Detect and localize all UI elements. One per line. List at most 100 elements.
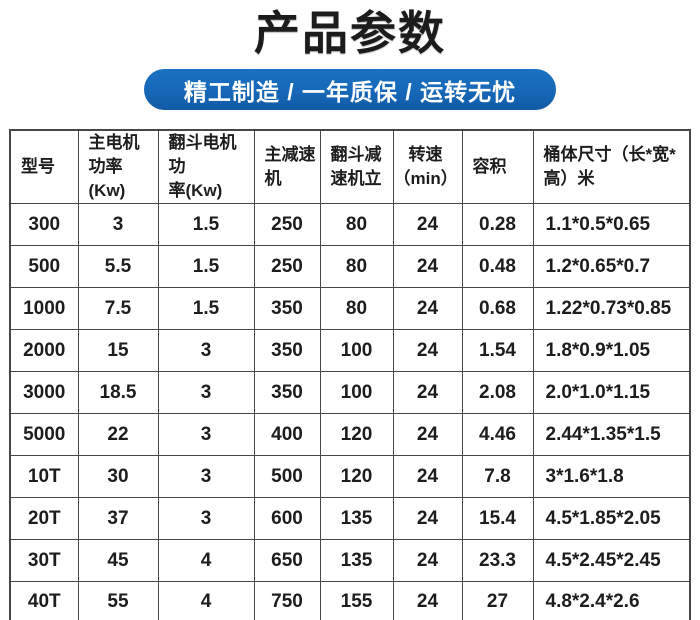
table-row: 2000 15 3 350 100 24 1.54 1.8*0.9*1.05 — [9, 329, 691, 372]
table-cell: 500 — [9, 245, 79, 288]
table-cell: 250 — [253, 203, 321, 246]
table-cell: 80 — [319, 245, 394, 288]
table-cell: 20T — [9, 497, 79, 540]
table-cell: 2000 — [9, 329, 79, 372]
table-cell: 3 — [77, 203, 159, 246]
column-header: 主电机 功率(Kw) — [77, 129, 159, 204]
table-cell: 500 — [253, 455, 321, 498]
table-cell: 0.28 — [461, 203, 534, 246]
table-cell: 30 — [77, 455, 159, 498]
table-cell: 5.5 — [77, 245, 159, 288]
table-cell: 4.5*1.85*2.05 — [532, 497, 691, 540]
column-header: 翻斗电机功 率(Kw) — [157, 129, 255, 204]
warranty-banner: 精工制造 / 一年质保 / 运转无忧 — [144, 69, 556, 110]
table-cell: 80 — [319, 287, 394, 330]
table-cell: 1.5 — [157, 287, 255, 330]
table-cell: 100 — [319, 329, 394, 372]
table-cell: 100 — [319, 371, 394, 414]
table-cell: 4.5*2.45*2.45 — [532, 539, 691, 582]
table-cell: 7.8 — [461, 455, 534, 498]
table-cell: 24 — [392, 329, 463, 372]
table-cell: 750 — [253, 581, 321, 620]
table-cell: 24 — [392, 497, 463, 540]
table-cell: 7.5 — [77, 287, 159, 330]
table-cell: 80 — [319, 203, 394, 246]
column-header: 转速 （min） — [392, 129, 463, 204]
page-title: 产品参数 — [254, 7, 446, 59]
table-cell: 40T — [9, 581, 79, 620]
table-cell: 55 — [77, 581, 159, 620]
table-cell: 1000 — [9, 287, 79, 330]
table-cell: 1.8*0.9*1.05 — [532, 329, 691, 372]
table-cell: 24 — [392, 413, 463, 456]
table-cell: 22 — [77, 413, 159, 456]
table-cell: 250 — [253, 245, 321, 288]
table-cell: 15 — [77, 329, 159, 372]
table-cell: 1.5 — [157, 245, 255, 288]
table-cell: 30T — [9, 539, 79, 582]
table-cell: 1.2*0.65*0.7 — [532, 245, 691, 288]
table-cell: 24 — [392, 539, 463, 582]
table-row: 30T 45 4 650 135 24 23.3 4.5*2.45*2.45 — [9, 539, 691, 582]
table-cell: 2.08 — [461, 371, 534, 414]
table-cell: 2.0*1.0*1.15 — [532, 371, 691, 414]
column-header: 主减速 机 — [253, 129, 321, 204]
table-cell: 1.22*0.73*0.85 — [532, 287, 691, 330]
table-cell: 3 — [157, 329, 255, 372]
table-cell: 135 — [319, 539, 394, 582]
table-cell: 4.46 — [461, 413, 534, 456]
table-cell: 4 — [157, 539, 255, 582]
table-cell: 4 — [157, 581, 255, 620]
table-cell: 10T — [9, 455, 79, 498]
table-cell: 15.4 — [461, 497, 534, 540]
table-cell: 3 — [157, 455, 255, 498]
table-cell: 350 — [253, 329, 321, 372]
table-cell: 0.48 — [461, 245, 534, 288]
table-cell: 24 — [392, 203, 463, 246]
table-cell: 155 — [319, 581, 394, 620]
table-cell: 1.1*0.5*0.65 — [532, 203, 691, 246]
table-cell: 24 — [392, 287, 463, 330]
table-cell: 3*1.6*1.8 — [532, 455, 691, 498]
table-cell: 24 — [392, 581, 463, 620]
product-spec-table: 型号 主电机 功率(Kw) 翻斗电机功 率(Kw) 主减速 机翻斗减 速机立 转速 （m… — [9, 129, 691, 620]
table-cell: 300 — [9, 203, 79, 246]
table-cell: 3 — [157, 371, 255, 414]
table-cell: 23.3 — [461, 539, 534, 582]
table-cell: 27 — [461, 581, 534, 620]
table-cell: 24 — [392, 371, 463, 414]
table-row: 5000 22 3 400 120 24 4.46 2.44*1.35*1.5 — [9, 413, 691, 456]
header-row: 型号 主电机 功率(Kw) 翻斗电机功 率(Kw) 主减速 机翻斗减 速机立 转速 （m… — [9, 129, 691, 204]
table-row: 40T 55 4 750 155 24 27 4.8*2.4*2.6 — [9, 581, 691, 620]
table-cell: 1.5 — [157, 203, 255, 246]
table-cell: 4.8*2.4*2.6 — [532, 581, 691, 620]
table-cell: 1.54 — [461, 329, 534, 372]
table-cell: 5000 — [9, 413, 79, 456]
product-parameters-page: 产品参数 精工制造 / 一年质保 / 运转无忧 型号 主电机 功率(Kw) 翻斗电机… — [0, 4, 700, 620]
spec-table-body: 300 3 1.5 250 80 24 0.28 1.1*0.5*0.65 500 5.5 1.5 2… — [9, 203, 691, 620]
table-cell: 600 — [253, 497, 321, 540]
table-cell: 45 — [77, 539, 159, 582]
column-header: 型号 — [9, 129, 79, 204]
table-cell: 24 — [392, 455, 463, 498]
table-row: 500 5.5 1.5 250 80 24 0.48 1.2*0.65*0.7 — [9, 245, 691, 288]
table-cell: 650 — [253, 539, 321, 582]
table-row: 10T 30 3 500 120 24 7.8 3*1.6*1.8 — [9, 455, 691, 498]
warranty-banner-text: 精工制造 / 一年质保 / 运转无忧 — [183, 78, 517, 105]
table-row: 1000 7.5 1.5 350 80 24 0.68 1.22*0.73*0.85 — [9, 287, 691, 330]
table-cell: 3000 — [9, 371, 79, 414]
table-cell: 37 — [77, 497, 159, 540]
spec-table-header: 型号 主电机 功率(Kw) 翻斗电机功 率(Kw) 主减速 机翻斗减 速机立 转速 （m… — [9, 129, 691, 204]
table-row: 3000 18.5 3 350 100 24 2.08 2.0*1.0*1.15 — [9, 371, 691, 414]
table-cell: 400 — [253, 413, 321, 456]
table-row: 20T 37 3 600 135 24 15.4 4.5*1.85*2.05 — [9, 497, 691, 540]
table-cell: 0.68 — [461, 287, 534, 330]
table-cell: 2.44*1.35*1.5 — [532, 413, 691, 456]
column-header: 容积 — [461, 129, 534, 204]
column-header: 桶体尺寸（长*宽* 高）米 — [532, 129, 691, 204]
table-cell: 350 — [253, 287, 321, 330]
table-cell: 3 — [157, 497, 255, 540]
table-cell: 18.5 — [77, 371, 159, 414]
column-header: 翻斗减 速机立 — [319, 129, 394, 204]
table-cell: 120 — [319, 455, 394, 498]
